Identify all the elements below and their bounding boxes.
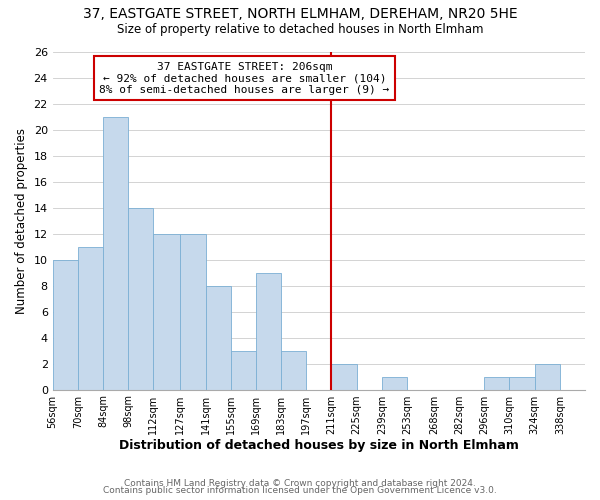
Bar [103,116,128,390]
Text: Contains public sector information licensed under the Open Government Licence v3: Contains public sector information licen… [103,486,497,495]
Bar [53,260,78,390]
Bar [256,272,281,390]
Bar [509,376,535,390]
Bar [331,364,356,390]
Bar [484,376,509,390]
Bar [154,234,181,390]
X-axis label: Distribution of detached houses by size in North Elmham: Distribution of detached houses by size … [119,440,519,452]
Bar [535,364,560,390]
Text: Contains HM Land Registry data © Crown copyright and database right 2024.: Contains HM Land Registry data © Crown c… [124,478,476,488]
Text: 37, EASTGATE STREET, NORTH ELMHAM, DEREHAM, NR20 5HE: 37, EASTGATE STREET, NORTH ELMHAM, DEREH… [83,8,517,22]
Text: 37 EASTGATE STREET: 206sqm
← 92% of detached houses are smaller (104)
8% of semi: 37 EASTGATE STREET: 206sqm ← 92% of deta… [99,62,389,95]
Bar [281,350,306,390]
Bar [128,208,154,390]
Text: Size of property relative to detached houses in North Elmham: Size of property relative to detached ho… [117,22,483,36]
Bar [181,234,206,390]
Bar [206,286,231,390]
Y-axis label: Number of detached properties: Number of detached properties [15,128,28,314]
Bar [382,376,407,390]
Bar [78,246,103,390]
Bar [231,350,256,390]
